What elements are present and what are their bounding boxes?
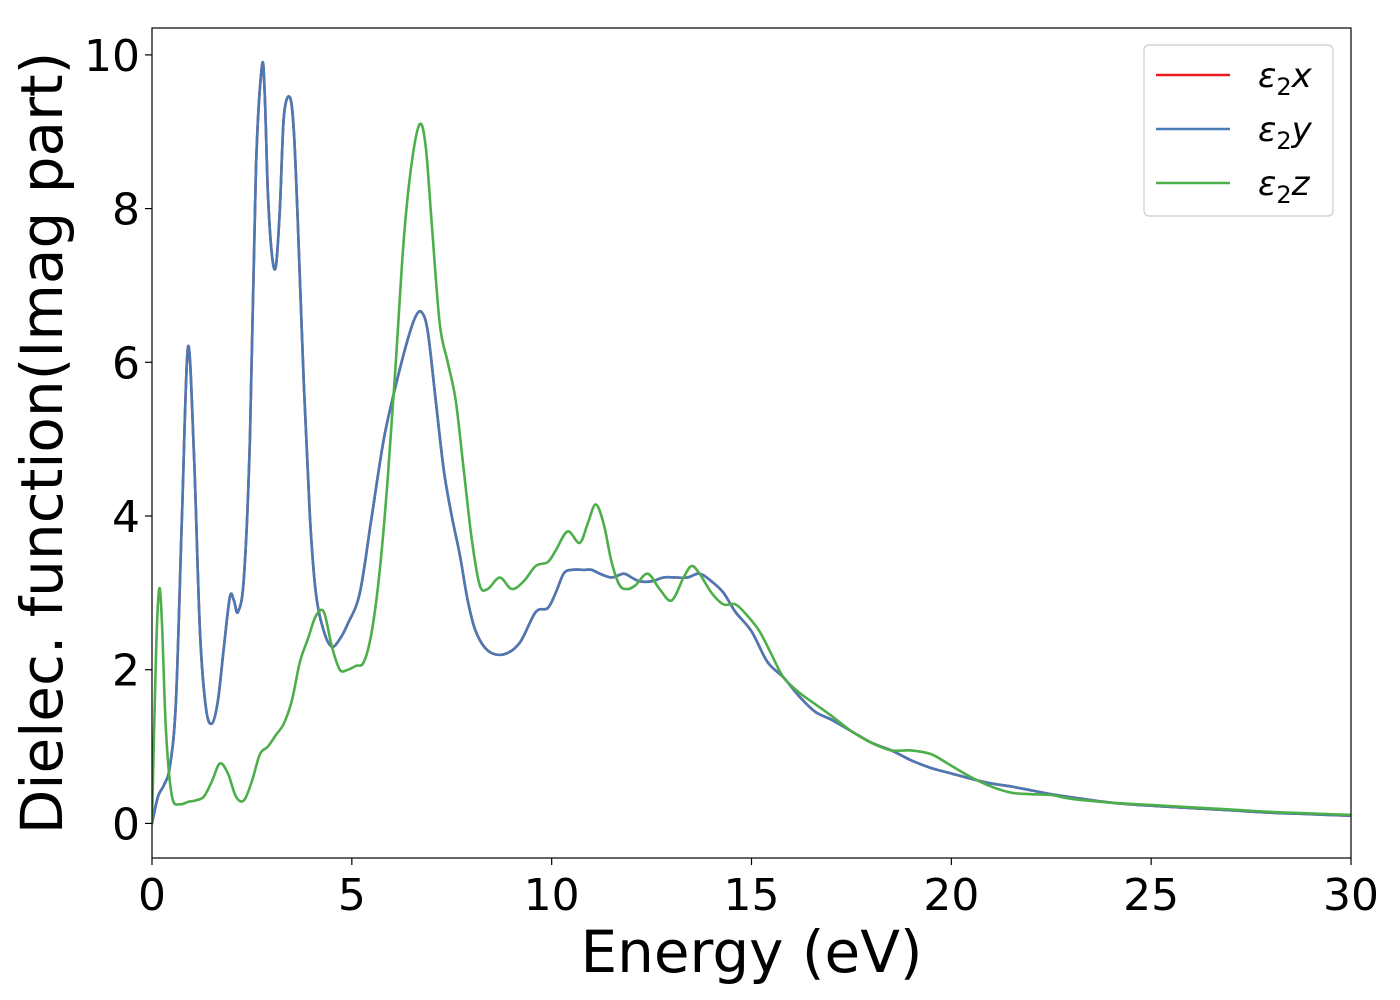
x-tick-label: 5 <box>338 870 366 921</box>
legend-entry-label: ε2z <box>1258 164 1311 209</box>
x-tick-label: 10 <box>524 870 580 921</box>
y-tick-label: 0 <box>112 799 140 850</box>
plot-area <box>152 60 1351 825</box>
x-tick-label: 25 <box>1123 870 1179 921</box>
y-tick-label: 2 <box>112 646 140 697</box>
legend-entry-label: ε2x <box>1258 56 1313 101</box>
y-tick-label: 10 <box>84 31 140 82</box>
y-tick-label: 8 <box>112 185 140 236</box>
legend: ε2x ε2y ε2z <box>1143 44 1334 217</box>
y-tick-label: 6 <box>112 338 140 389</box>
legend-box <box>1143 44 1334 217</box>
x-tick-label: 20 <box>923 870 979 921</box>
x-tick-label: 15 <box>724 870 780 921</box>
x-tick-label: 0 <box>138 870 166 921</box>
y-axis-label: Dielec. function(Imag part) <box>8 52 76 835</box>
y-tick-label: 4 <box>112 492 140 543</box>
axis-ticks: 0 5 10 15 20 25 30 0 2 4 6 8 10 <box>84 31 1379 921</box>
x-axis-label: Energy (eV) <box>580 918 922 986</box>
series-line-z <box>152 122 1351 825</box>
legend-entry-label: ε2y <box>1258 110 1313 155</box>
x-tick-label: 30 <box>1323 870 1379 921</box>
